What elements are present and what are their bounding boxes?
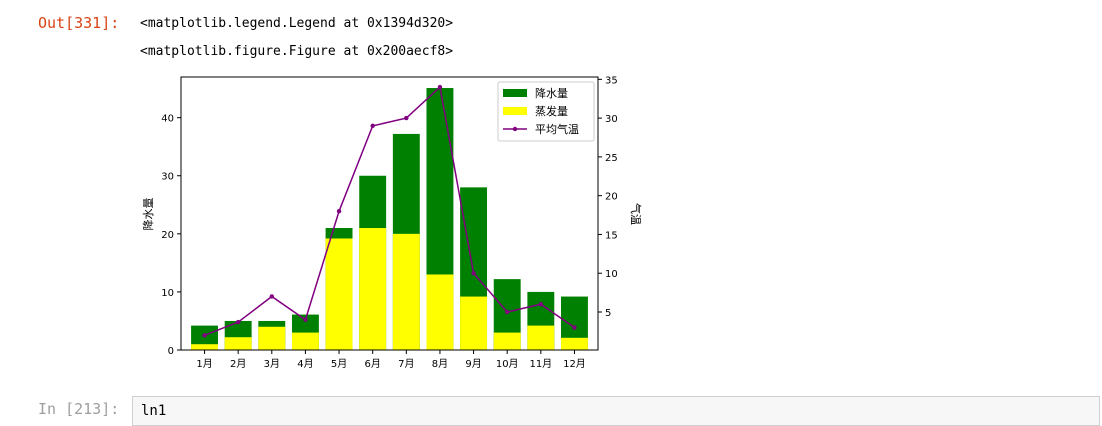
point-temp xyxy=(404,115,409,121)
legend-swatch-evap xyxy=(503,107,527,115)
x-tick-label: 11月 xyxy=(529,358,552,370)
bar-evap xyxy=(359,228,387,350)
y-tick-label-left: 0 xyxy=(168,346,174,357)
line-layer xyxy=(202,84,577,338)
y-tick-label-right: 10 xyxy=(605,269,618,280)
point-temp xyxy=(437,84,443,90)
bar-evap xyxy=(191,344,218,350)
output-line-figure: <matplotlib.figure.Figure at 0x200aecf8> xyxy=(140,44,454,59)
legend-swatch-precip xyxy=(503,89,527,97)
left-axis: 0 10 20 30 40 xyxy=(161,114,181,357)
y-tick-label-left: 20 xyxy=(161,230,174,241)
bar-evap xyxy=(527,325,555,350)
legend-label-precip: 降水量 xyxy=(535,86,568,100)
point-temp xyxy=(235,319,241,325)
bar-evap xyxy=(258,326,286,350)
x-tick-label: 7月 xyxy=(398,358,414,370)
y-axis-label-right: 气温 xyxy=(629,203,643,225)
y-tick-label-left: 40 xyxy=(161,114,174,125)
line-temp xyxy=(204,85,575,336)
bar-evap xyxy=(493,332,521,350)
point-temp xyxy=(370,123,375,129)
bar-evap xyxy=(224,337,252,350)
y-tick-label-left: 10 xyxy=(161,288,174,299)
y-tick-label-right: 30 xyxy=(605,114,618,125)
point-temp xyxy=(505,309,510,315)
x-tick-label: 12月 xyxy=(563,358,586,370)
point-temp xyxy=(303,317,308,322)
point-temp xyxy=(572,325,577,330)
x-axis: 1月 2月 3月 4月 5月 6月 7月 8月 9月 10月 11月 12月 xyxy=(196,350,586,370)
bar-evap xyxy=(561,337,588,350)
bar-evap xyxy=(392,233,420,350)
bar-evap xyxy=(291,332,319,350)
point-temp xyxy=(471,271,476,276)
legend-label-temp: 平均气温 xyxy=(535,122,579,136)
x-tick-label: 10月 xyxy=(496,358,519,370)
x-tick-label: 2月 xyxy=(230,358,246,370)
x-tick-label: 3月 xyxy=(264,358,280,370)
legend-swatch-temp-marker xyxy=(512,126,518,132)
point-temp xyxy=(202,333,207,338)
legend-label-evap: 蒸发量 xyxy=(535,104,568,118)
in-prompt: In [213]: xyxy=(38,400,120,418)
x-tick-label: 1月 xyxy=(196,358,212,370)
x-tick-label: 9月 xyxy=(465,358,481,370)
y-tick-label-right: 5 xyxy=(605,308,611,319)
y-tick-label-right: 15 xyxy=(605,230,618,241)
plot-frame xyxy=(180,76,599,351)
bar-evap xyxy=(325,238,353,350)
combo-chart: 0 10 20 30 40 5 10 15 20 25 30 35 1月 2月 3月 4月 5月 6月 7月 8月… xyxy=(141,75,643,370)
y-tick-label-right: 25 xyxy=(605,153,618,164)
y-tick-label-right: 20 xyxy=(605,192,618,203)
x-tick-label: 6月 xyxy=(364,358,380,370)
out-prompt: Out[331]: xyxy=(38,14,120,32)
legend: 降水量 蒸发量 平均气温 xyxy=(497,81,595,142)
x-tick-label: 8月 xyxy=(432,358,448,370)
bar-evap xyxy=(426,274,454,350)
code-cell[interactable]: ln1 xyxy=(132,396,1100,426)
bar-layer xyxy=(191,88,588,351)
x-tick-label: 4月 xyxy=(297,358,313,370)
bar-evap xyxy=(460,296,488,350)
right-axis: 5 10 15 20 25 30 35 xyxy=(598,75,618,319)
point-temp xyxy=(336,208,342,214)
y-tick-label-right: 35 xyxy=(605,75,618,86)
output-line-legend: <matplotlib.legend.Legend at 0x1394d320> xyxy=(140,16,454,31)
x-tick-label: 5月 xyxy=(331,358,347,370)
point-temp xyxy=(538,302,544,307)
y-axis-label-left: 降水量 xyxy=(141,198,155,231)
code-cell-text: ln1 xyxy=(141,403,167,419)
point-temp xyxy=(269,294,274,299)
y-tick-label-left: 30 xyxy=(161,172,174,183)
